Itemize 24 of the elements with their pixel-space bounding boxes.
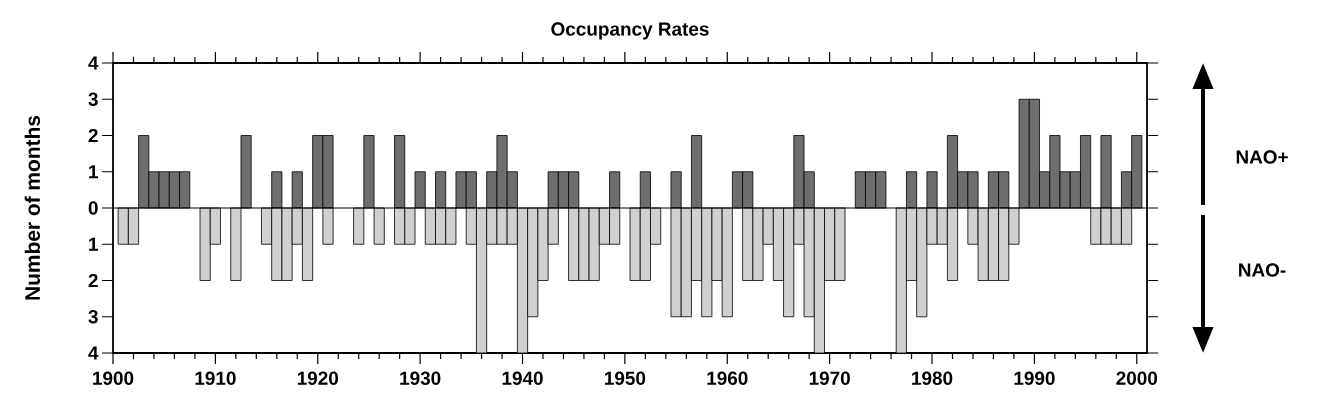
y-axis-title: Number of months xyxy=(24,115,41,300)
x-tick-label: 2000 xyxy=(1116,371,1158,385)
y-tick-label: 3 xyxy=(88,92,98,106)
y-tick-label: 3 xyxy=(88,310,98,324)
y-tick-label: 1 xyxy=(89,165,98,179)
text: NAO+ xyxy=(1236,150,1288,164)
y-tick-label: 2 xyxy=(88,128,98,143)
y-tick-label: 1 xyxy=(89,237,98,251)
x-tick-label: 1930 xyxy=(400,371,441,385)
x-tick-label: 1970 xyxy=(809,371,850,385)
x-tick-label: 1950 xyxy=(605,371,646,385)
x-tick-label: 1940 xyxy=(502,371,543,385)
x-tick-label: 1980 xyxy=(912,371,953,385)
y-tick-label: 4 xyxy=(88,56,99,70)
x-tick-label: 1910 xyxy=(195,371,236,385)
x-tick-label: 1920 xyxy=(297,371,339,385)
text: NAO- xyxy=(1239,263,1286,277)
y-tick-label: 0 xyxy=(88,201,98,215)
y-tick-label: 4 xyxy=(88,346,99,360)
x-tick-label: 1960 xyxy=(707,371,748,385)
y-tick-label: 2 xyxy=(88,273,98,288)
x-tick-label: 1990 xyxy=(1014,371,1055,385)
chart-title: Occupancy Rates xyxy=(551,22,709,40)
x-tick-label: 1900 xyxy=(93,371,134,385)
